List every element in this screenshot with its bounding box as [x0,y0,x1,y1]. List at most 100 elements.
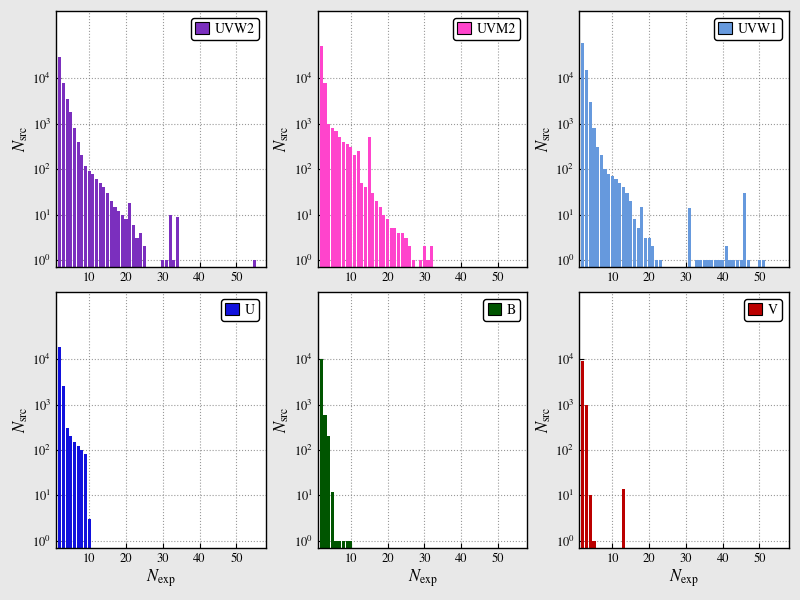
Bar [143,247,146,600]
Bar [334,131,338,600]
Bar [62,386,65,600]
Bar [714,260,717,600]
Bar [346,145,349,600]
Bar [331,128,334,600]
Bar [77,142,80,600]
Bar [382,215,386,600]
Bar [80,155,83,600]
Bar [658,260,662,600]
X-axis label: $N_{\rm exp}$: $N_{\rm exp}$ [669,567,699,589]
Bar [84,166,87,600]
Bar [592,128,595,600]
Bar [394,228,397,600]
Bar [582,361,585,600]
Bar [323,415,326,600]
Bar [718,260,721,600]
Bar [172,260,175,600]
Y-axis label: $N_{\rm src}$: $N_{\rm src}$ [534,126,553,152]
Bar [651,247,654,600]
Bar [367,137,370,600]
Bar [364,187,367,600]
Bar [58,347,62,600]
Bar [585,70,588,600]
Bar [419,260,422,600]
Bar [70,436,72,600]
Bar [121,215,124,600]
Legend: UVW2: UVW2 [191,18,258,40]
Bar [637,228,640,600]
Y-axis label: $N_{\rm src}$: $N_{\rm src}$ [534,407,553,433]
Bar [169,215,172,600]
Legend: UVW1: UVW1 [714,18,782,40]
Bar [327,436,330,600]
Bar [633,219,636,600]
Legend: U: U [221,299,258,321]
Bar [747,260,750,600]
Y-axis label: $N_{\rm src}$: $N_{\rm src}$ [11,407,30,433]
Bar [161,260,164,600]
Bar [125,219,127,600]
X-axis label: $N_{\rm exp}$: $N_{\rm exp}$ [146,567,176,589]
Bar [70,112,72,600]
Bar [603,169,606,600]
Bar [404,238,407,600]
Bar [66,428,69,600]
Bar [596,148,599,600]
Bar [139,233,142,600]
Bar [88,519,90,600]
Bar [62,83,65,600]
Bar [706,260,710,600]
Bar [338,541,342,600]
Bar [401,233,404,600]
Bar [618,183,622,600]
Bar [165,260,168,600]
Bar [412,260,415,600]
Bar [98,183,102,600]
Bar [607,173,610,600]
Bar [655,260,658,600]
Bar [688,208,691,600]
Bar [346,541,349,600]
Legend: V: V [744,299,782,321]
Bar [253,260,256,600]
Bar [430,247,434,600]
Bar [626,193,629,600]
Bar [350,541,352,600]
Bar [110,201,113,600]
Bar [84,454,87,600]
Bar [592,541,595,600]
Legend: UVM2: UVM2 [454,18,520,40]
Bar [334,541,338,600]
Bar [695,260,698,600]
Bar [622,187,625,600]
Bar [582,43,585,600]
Bar [729,260,732,600]
Bar [390,228,393,600]
Bar [88,171,90,600]
Legend: B: B [483,299,520,321]
Bar [699,260,702,600]
X-axis label: $N_{\rm exp}$: $N_{\rm exp}$ [407,567,438,589]
Bar [320,359,323,600]
Bar [758,260,761,600]
Bar [350,148,352,600]
Bar [743,193,746,600]
Bar [644,238,647,600]
Bar [426,260,430,600]
Bar [102,187,106,600]
Bar [647,238,650,600]
Bar [739,260,742,600]
Bar [323,83,326,600]
Bar [589,102,592,600]
Bar [95,179,98,600]
Bar [614,179,618,600]
Bar [73,128,76,600]
Bar [58,56,62,600]
Bar [585,404,588,600]
Y-axis label: $N_{\rm src}$: $N_{\rm src}$ [273,126,291,152]
Bar [629,201,632,600]
Bar [640,206,643,600]
Bar [114,206,117,600]
Bar [408,247,411,600]
Bar [622,489,625,600]
